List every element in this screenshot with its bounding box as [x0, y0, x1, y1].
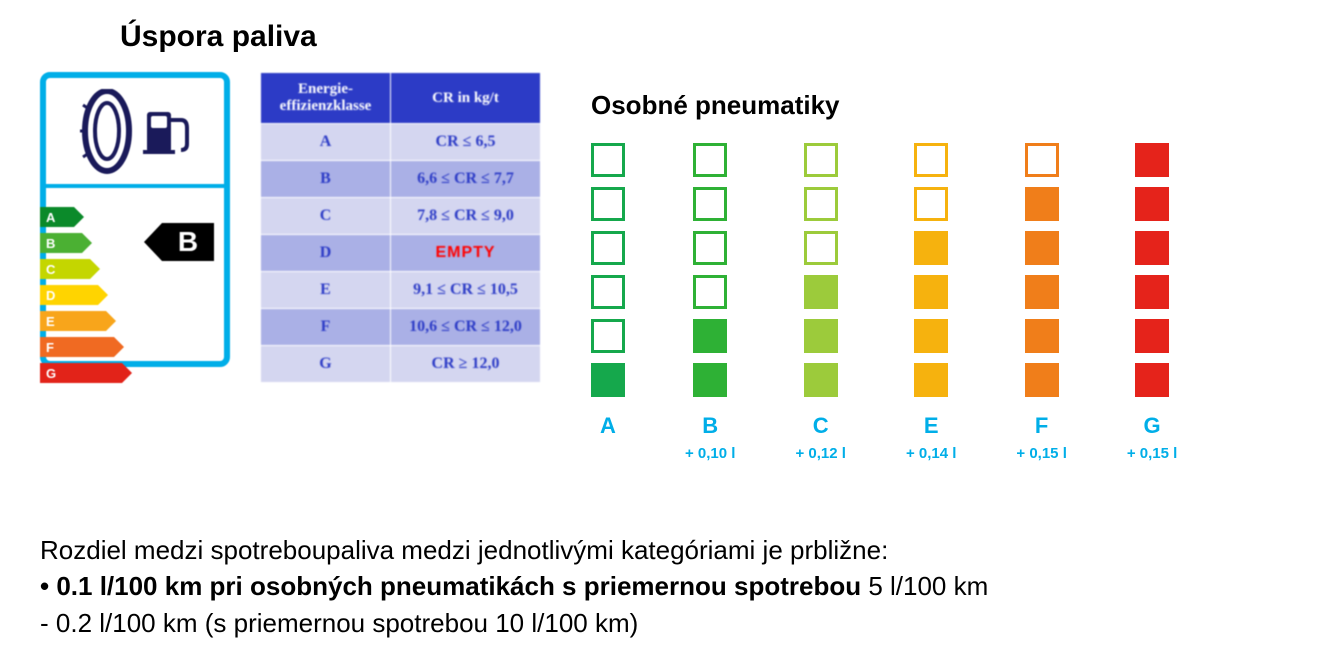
- cr-row-val: CR ≥ 12,0: [391, 346, 541, 383]
- rating-box: [1025, 319, 1059, 353]
- rating-col-sub: + 0,12 l: [795, 445, 845, 462]
- rating-columns: A B + 0,10 l C + 0,12 l E + 0,14 l F + 0,15 l G + …: [591, 143, 1177, 462]
- rating-box: [1025, 143, 1059, 177]
- rating-col-f: F + 0,15 l: [1016, 143, 1066, 462]
- rating-box: [1135, 275, 1169, 309]
- rating-col-label: A: [600, 413, 616, 439]
- eff-arrow-a: A: [40, 207, 74, 227]
- rating-col-label: B: [702, 413, 718, 439]
- eu-efficiency-label: ABCDEFG B: [40, 72, 230, 367]
- cr-row-key: F: [261, 309, 391, 346]
- rating-col-label: C: [813, 413, 829, 439]
- rating-box: [804, 363, 838, 397]
- cr-row-key: G: [261, 346, 391, 383]
- eff-arrow-g: G: [40, 363, 122, 383]
- cr-row-val: 9,1 ≤ CR ≤ 10,5: [391, 272, 541, 309]
- tire-icon: [80, 89, 135, 174]
- rating-col-sub: + 0,14 l: [906, 445, 956, 462]
- cr-th-value: CR in kg/t: [391, 73, 541, 124]
- eff-arrow-c: C: [40, 259, 90, 279]
- rating-col-a: A: [591, 143, 625, 462]
- rating-box: [591, 363, 625, 397]
- cr-row-val: 10,6 ≤ CR ≤ 12,0: [391, 309, 541, 346]
- rating-box: [804, 275, 838, 309]
- rating-box: [914, 143, 948, 177]
- rating-col-label: F: [1035, 413, 1048, 439]
- rating-box: [914, 363, 948, 397]
- eff-arrow-b: B: [40, 233, 82, 253]
- rating-box: [914, 231, 948, 265]
- eff-arrow-f: F: [40, 337, 114, 357]
- rating-box: [693, 275, 727, 309]
- rating-box: [1025, 363, 1059, 397]
- rating-box: [1135, 187, 1169, 221]
- page-title: Úspora paliva: [120, 20, 1291, 54]
- rating-box: [804, 187, 838, 221]
- bottom-text: Rozdiel medzi spotreboupaliva medzi jedn…: [40, 532, 1280, 641]
- rating-box: [914, 319, 948, 353]
- rating-col-label: E: [924, 413, 939, 439]
- rating-box: [1025, 275, 1059, 309]
- rating-box: [804, 319, 838, 353]
- rating-box: [591, 275, 625, 309]
- rating-box: [693, 319, 727, 353]
- rating-col-sub: + 0,15 l: [1127, 445, 1177, 462]
- rating-box: [1025, 231, 1059, 265]
- rating-box: [591, 231, 625, 265]
- rating-box: [693, 143, 727, 177]
- fuel-pump-icon: [141, 106, 191, 156]
- cr-th-class: Energie-effizienzklasse: [261, 73, 391, 124]
- cr-row-key: E: [261, 272, 391, 309]
- rating-box: [914, 187, 948, 221]
- rating-box: [804, 143, 838, 177]
- rating-box: [1025, 187, 1059, 221]
- rating-box: [693, 187, 727, 221]
- rating-col-sub: + 0,15 l: [1016, 445, 1066, 462]
- rating-box: [591, 187, 625, 221]
- rating-col-b: B + 0,10 l: [685, 143, 735, 462]
- rating-box: [914, 275, 948, 309]
- rating-col-g: G + 0,15 l: [1127, 143, 1177, 462]
- rating-box: [804, 231, 838, 265]
- rating-box: [591, 319, 625, 353]
- right-title: Osobné pneumatiky: [591, 90, 1177, 121]
- eff-arrow-e: E: [40, 311, 106, 331]
- rating-col-sub: + 0,10 l: [685, 445, 735, 462]
- rating-col-label: G: [1144, 413, 1161, 439]
- cr-row-val: EMPTY: [391, 235, 541, 272]
- cr-row-key: D: [261, 235, 391, 272]
- cr-row-val: CR ≤ 6,5: [391, 124, 541, 161]
- rating-box: [1135, 231, 1169, 265]
- eff-arrow-d: D: [40, 285, 98, 305]
- cr-table: Energie-effizienzklasse CR in kg/t ACR ≤…: [260, 72, 541, 383]
- cr-row-val: 7,8 ≤ CR ≤ 9,0: [391, 198, 541, 235]
- cr-row-key: B: [261, 161, 391, 198]
- rating-box: [1135, 363, 1169, 397]
- cr-row-key: C: [261, 198, 391, 235]
- rating-box: [693, 363, 727, 397]
- selected-class-badge: B: [162, 223, 214, 261]
- rating-box: [591, 143, 625, 177]
- cr-row-val: 6,6 ≤ CR ≤ 7,7: [391, 161, 541, 198]
- rating-box: [1135, 319, 1169, 353]
- rating-box: [1135, 143, 1169, 177]
- cr-row-key: A: [261, 124, 391, 161]
- rating-col-c: C + 0,12 l: [795, 143, 845, 462]
- rating-col-e: E + 0,14 l: [906, 143, 956, 462]
- rating-box: [693, 231, 727, 265]
